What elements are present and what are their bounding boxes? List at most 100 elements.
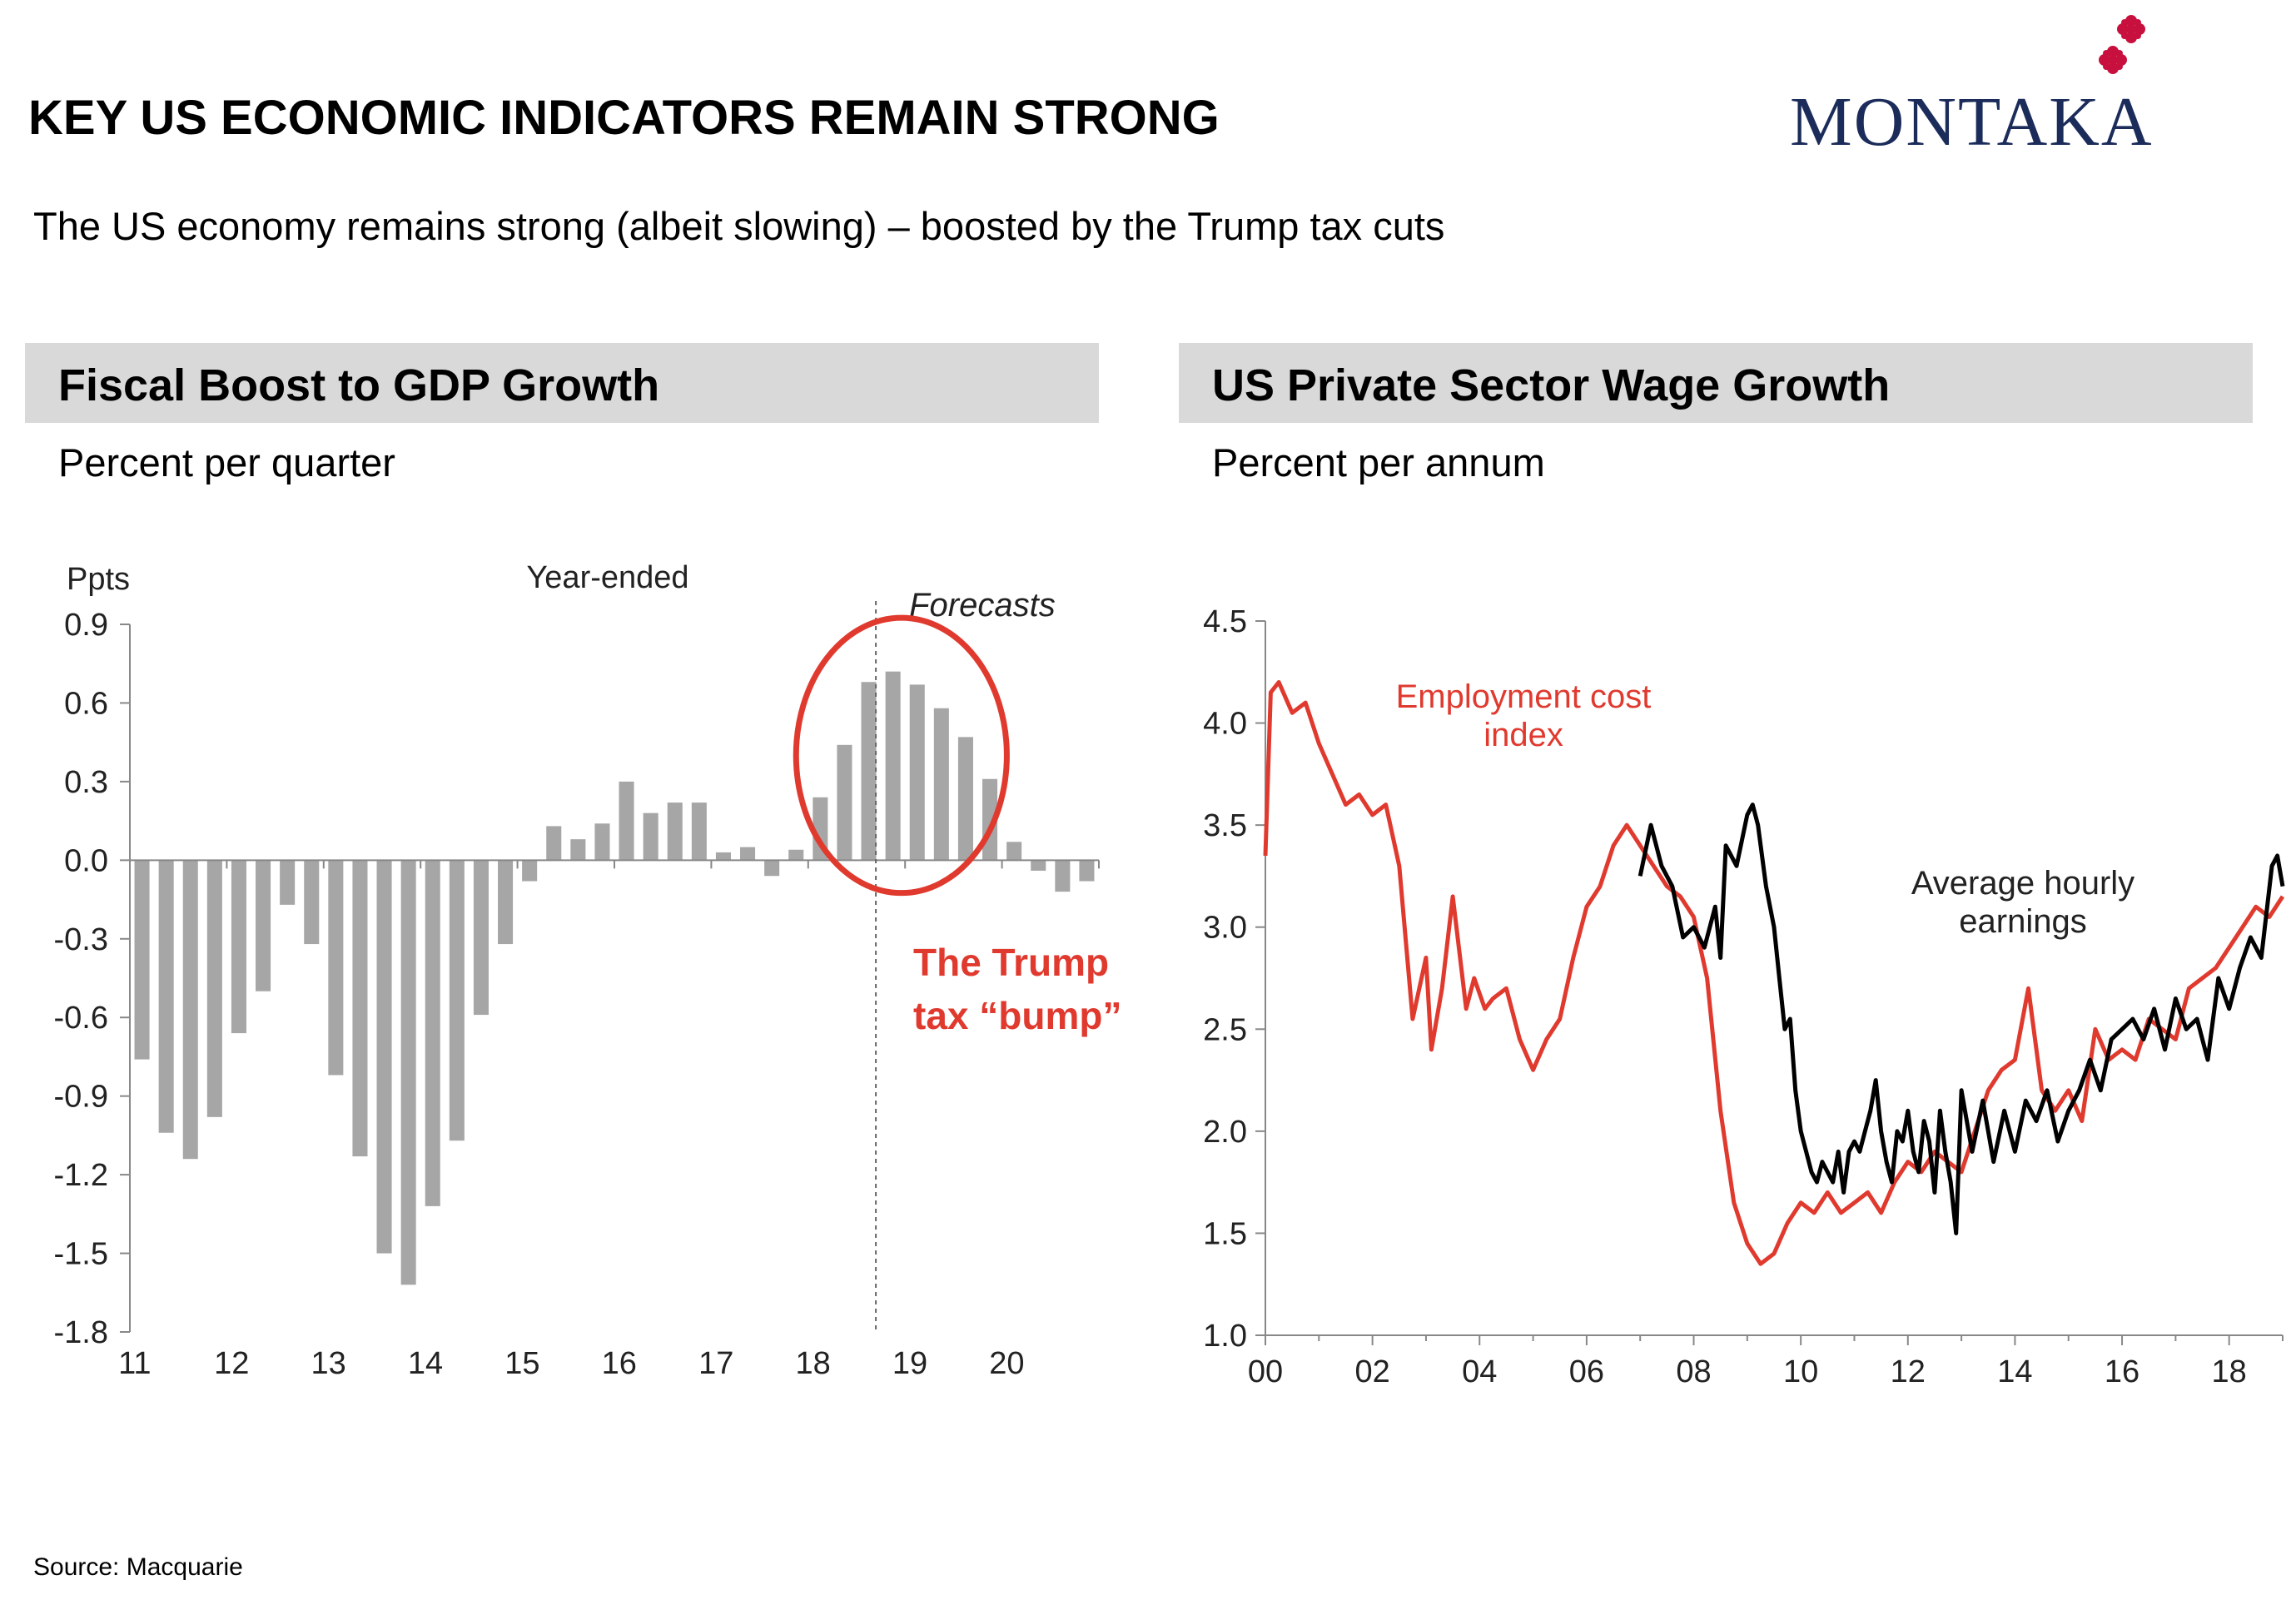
bar bbox=[280, 860, 296, 905]
bar bbox=[473, 860, 489, 1016]
x-tick-label: 11 bbox=[118, 1346, 151, 1381]
bar bbox=[1079, 860, 1095, 882]
bar bbox=[594, 823, 610, 861]
y-tick-label: 0.9 bbox=[64, 608, 108, 643]
y-tick-label: 0.3 bbox=[64, 765, 108, 800]
bar bbox=[957, 737, 973, 861]
bar bbox=[933, 708, 949, 861]
bar bbox=[498, 860, 514, 945]
bar bbox=[546, 826, 562, 861]
panel-header-wage: US Private Sector Wage Growth bbox=[1179, 343, 2253, 423]
y-tick-label: 3.5 bbox=[1203, 808, 1247, 843]
bar bbox=[206, 860, 222, 1117]
bar bbox=[231, 860, 246, 1034]
x-tick-label: 15 bbox=[504, 1346, 539, 1381]
bar bbox=[740, 847, 756, 861]
y-tick-label: -0.6 bbox=[54, 1001, 108, 1036]
y-tick-label: -1.5 bbox=[54, 1237, 108, 1272]
bar bbox=[837, 744, 852, 861]
bar bbox=[788, 849, 804, 861]
bar bbox=[909, 684, 925, 861]
x-tick-label: 16 bbox=[602, 1346, 637, 1381]
bar bbox=[619, 781, 634, 861]
wage-growth-line-chart: 4.5 4.0 3.5 3.0 2.5 2.0 1.5 1.000 02 04 06 08 10 12 14… bbox=[1203, 604, 2285, 1389]
bar bbox=[522, 860, 538, 882]
x-tick-label: 12 bbox=[1891, 1354, 1926, 1389]
page-subtitle: The US economy remains strong (albeit sl… bbox=[33, 204, 1445, 248]
bar bbox=[1006, 842, 1022, 861]
callout-text: tax “bump” bbox=[913, 994, 1121, 1037]
y-tick-label: 3.0 bbox=[1203, 911, 1247, 946]
bar bbox=[158, 860, 174, 1133]
bar bbox=[449, 860, 465, 1141]
series-label-average-hourly-earnings: earnings bbox=[1959, 903, 2086, 940]
x-tick-label: 20 bbox=[989, 1346, 1024, 1381]
montaka-logo-icon bbox=[2099, 15, 2145, 74]
source-note: Source: Macquarie bbox=[33, 1553, 243, 1581]
y-tick-label: 2.0 bbox=[1203, 1115, 1247, 1150]
bar bbox=[861, 682, 877, 861]
bar bbox=[570, 839, 586, 861]
y-axis-unit-label: Ppts bbox=[67, 562, 130, 597]
x-tick-label: 14 bbox=[1997, 1354, 2032, 1389]
bar bbox=[182, 860, 198, 1160]
bar bbox=[256, 860, 271, 991]
y-tick-label: 1.0 bbox=[1203, 1319, 1247, 1354]
panel-subtitle-wage: Percent per annum bbox=[1212, 440, 1545, 484]
logo-text: MONTAKA bbox=[1790, 83, 2154, 161]
y-tick-label: 4.5 bbox=[1203, 604, 1247, 639]
bar bbox=[643, 812, 658, 861]
x-tick-label: 00 bbox=[1248, 1354, 1283, 1389]
bar bbox=[328, 860, 344, 1076]
x-tick-label: 19 bbox=[892, 1346, 927, 1381]
series-line-average-hourly-earnings bbox=[1638, 802, 2285, 1235]
trump-bump-highlight-ellipse bbox=[793, 614, 1010, 897]
panel-subtitle-gdp: Percent per quarter bbox=[58, 440, 395, 484]
bar bbox=[376, 860, 392, 1254]
x-tick-label: 16 bbox=[2105, 1354, 2139, 1389]
gdp-fiscal-bar-chart: 0.9 0.6 0.3 0.0 -0.3 -0.6 -0.9 -1.2 -1.5 -1.8 Ppts… bbox=[54, 560, 1122, 1381]
bar bbox=[1031, 860, 1046, 871]
panel-title-gdp: Fiscal Boost to GDP Growth bbox=[58, 360, 660, 410]
bar bbox=[400, 860, 416, 1285]
y-tick-label: -0.9 bbox=[54, 1080, 108, 1115]
panel-header-gdp: Fiscal Boost to GDP Growth bbox=[25, 343, 1099, 423]
callout-text: The Trump bbox=[913, 941, 1109, 984]
y-tick-label: 1.5 bbox=[1203, 1216, 1247, 1251]
bar bbox=[715, 852, 731, 861]
page-title: KEY US ECONOMIC INDICATORS REMAIN STRONG bbox=[28, 91, 1220, 145]
bar bbox=[764, 860, 780, 877]
bar bbox=[1055, 860, 1071, 892]
x-tick-label: 08 bbox=[1676, 1354, 1711, 1389]
series-label-average-hourly-earnings: Average hourly bbox=[1911, 865, 2134, 902]
series-label-employment-cost: Employment cost bbox=[1396, 678, 1652, 715]
x-tick-label: 18 bbox=[2212, 1354, 2247, 1389]
bar bbox=[691, 802, 707, 861]
x-tick-label: 12 bbox=[214, 1346, 249, 1381]
x-tick-label: 14 bbox=[408, 1346, 443, 1381]
bar bbox=[885, 671, 901, 861]
x-tick-label: 13 bbox=[311, 1346, 345, 1381]
x-tick-label: 06 bbox=[1569, 1354, 1604, 1389]
x-tick-label: 02 bbox=[1354, 1354, 1389, 1389]
chart-annotation-year-ended: Year-ended bbox=[526, 560, 688, 595]
panel-title-wage: US Private Sector Wage Growth bbox=[1212, 360, 1891, 410]
y-tick-label: -1.8 bbox=[54, 1315, 108, 1350]
y-tick-label: 2.5 bbox=[1203, 1012, 1247, 1047]
bar bbox=[352, 860, 368, 1157]
bar bbox=[134, 860, 150, 1060]
bar bbox=[667, 802, 683, 861]
y-tick-label: -1.2 bbox=[54, 1158, 108, 1193]
x-tick-label: 04 bbox=[1462, 1354, 1497, 1389]
bar bbox=[425, 860, 440, 1206]
x-tick-label: 10 bbox=[1783, 1354, 1818, 1389]
y-tick-label: -0.3 bbox=[54, 922, 108, 957]
series-label-employment-cost: index bbox=[1483, 717, 1563, 753]
forecast-label: Forecasts bbox=[909, 587, 1056, 624]
x-tick-label: 18 bbox=[795, 1346, 830, 1381]
x-tick-label: 17 bbox=[698, 1346, 733, 1381]
series-line-employment-cost-index bbox=[1263, 680, 2285, 1266]
bar bbox=[304, 860, 320, 945]
y-tick-label: 4.0 bbox=[1203, 707, 1247, 742]
y-tick-label: 0.0 bbox=[64, 843, 108, 878]
